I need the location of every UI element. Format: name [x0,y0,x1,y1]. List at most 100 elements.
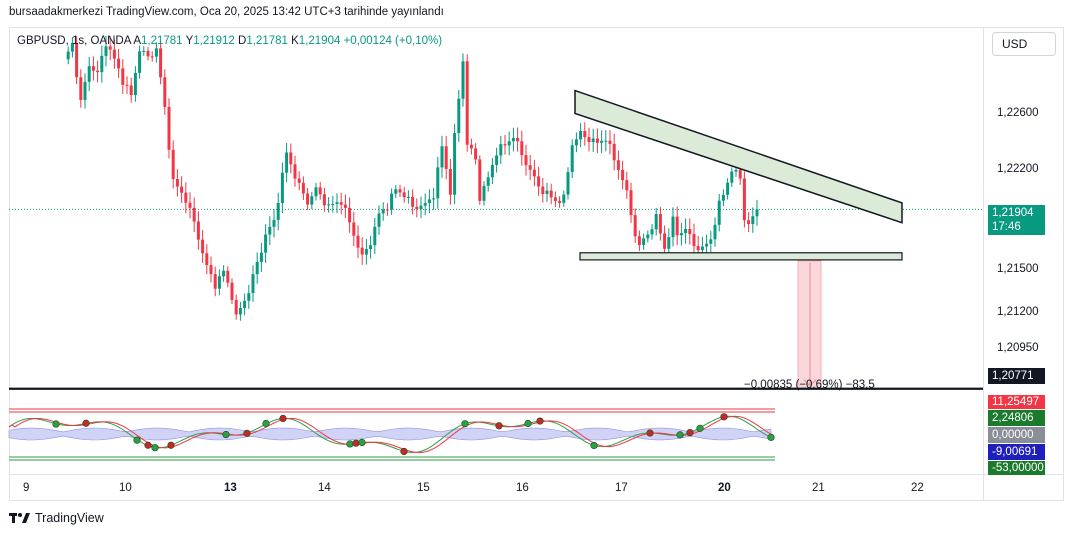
candle-body [730,171,734,183]
candle-body [713,224,717,240]
candle-body [562,194,566,203]
crossover-dot [767,433,775,441]
candle-body [549,190,553,198]
candle-body [726,182,730,195]
oscillator-slow-line [8,415,775,453]
candle-body [705,243,709,247]
candle-body [663,233,667,249]
candle-body [125,84,129,86]
open-value: 1,21781 [141,35,183,47]
crossover-dot [590,441,598,450]
tradingview-brand[interactable]: TradingView [9,511,104,525]
candle-body [310,196,314,205]
low-label: D [238,35,247,47]
candle-body [600,140,604,143]
candle-body [654,213,658,230]
candle-body [213,274,217,289]
candle-body [419,205,423,209]
candle-body [747,220,751,224]
candle-body [721,194,725,201]
candle-body [129,85,133,95]
crossover-dot [262,419,270,428]
date-tick: 17 [615,482,628,494]
currency-button[interactable]: USD [992,32,1056,56]
candle-body [133,72,137,95]
candle-body [243,300,247,308]
price-tick: 1,22200 [997,163,1039,175]
candle-body [108,46,112,50]
indicator-tag-5: -53,00000 [988,461,1045,475]
candle-body [423,203,427,206]
candle-body [570,145,574,173]
indicator-tag-4: -9,00691 [988,444,1045,460]
close-value: 1,21904 [298,35,341,47]
candle-body [436,167,440,199]
candle-body [385,209,389,211]
last-price-value: 1,21904 [992,207,1034,219]
change-value: +0,00124 (+0,10%) [343,35,443,47]
candle-body [150,56,154,58]
candle-body [264,234,268,253]
candle-body [583,131,587,138]
candle-body [163,77,167,107]
candle-body [591,138,595,143]
candle-body [537,176,541,187]
close-label: K [291,35,299,47]
candle-body [369,245,373,250]
candle-body [138,51,142,73]
candle-body [209,264,213,275]
candle-body [293,164,297,179]
price-tick: 1,21200 [997,306,1039,318]
candle-body [104,46,108,56]
candle-body [621,169,625,181]
date-tick: 13 [224,482,237,494]
candle-body [343,204,347,208]
chart-frame [9,27,1064,501]
date-tick: 20 [718,482,731,494]
candle-body [251,274,255,294]
candle-body [192,207,196,222]
candle-body [751,216,755,224]
candle-body [175,179,179,187]
candle-body [276,202,280,220]
candle-body [377,213,381,227]
crossover-dot [400,447,408,456]
candle-body [469,144,473,149]
candle-body [629,190,633,216]
candle-body [667,237,671,249]
candle-body [440,146,444,168]
candle-body [671,216,675,238]
candle-body [335,202,339,205]
candle-body [297,178,301,183]
candle-body [180,186,184,193]
crossover-dot [346,440,354,448]
candle-body [268,226,272,235]
high-label: Y [185,35,194,47]
crossover-dot [352,439,360,447]
symbol-legend: GBPUSD, 1s, OANDA A1,21781 Y1,21912 D1,2… [17,35,442,47]
crossover-dot [222,430,230,439]
candle-body [306,193,310,205]
candle-body [188,202,192,208]
candle-body [159,48,163,78]
candle-body [637,236,641,246]
candle-body [444,146,448,169]
candle-body [348,207,352,223]
candle-body [490,164,494,178]
candle-body [646,234,650,239]
candle-body [696,246,700,251]
crossover-dot [82,419,90,427]
candle-body [453,133,457,195]
low-value: 1,21781 [246,35,288,47]
candle-body [608,140,612,144]
projection-arrowhead [803,379,817,387]
candle-body [457,98,461,134]
candle-body [700,246,704,251]
candle-body [398,189,402,193]
candle-body [415,206,419,209]
candle-body [574,139,578,146]
indicator-tag-2: 2,24806 [988,410,1045,426]
candle-body [121,68,125,85]
candle-body [339,202,343,205]
